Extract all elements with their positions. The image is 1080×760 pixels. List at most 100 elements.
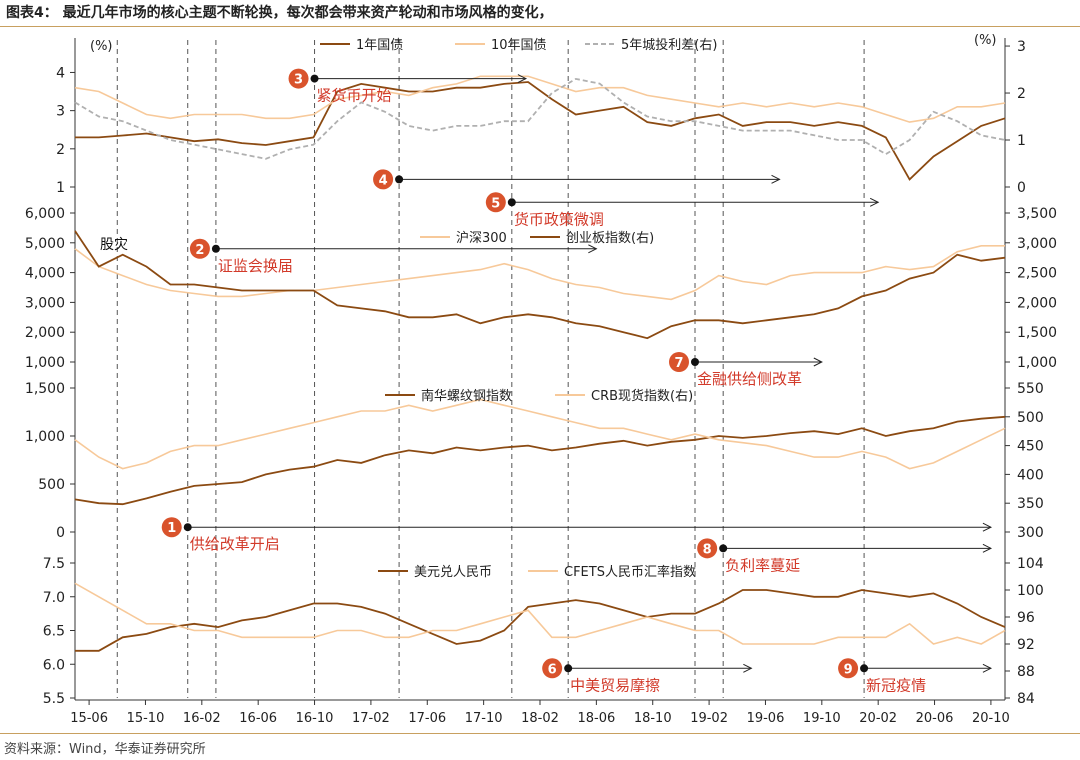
source-rule: [0, 733, 1080, 734]
series-line-2: [74, 582, 1006, 645]
x-tick-label: 20-06: [916, 711, 954, 726]
source-note: 资料来源：Wind，华泰证券研究所: [4, 742, 206, 757]
event-arrow-head: [982, 663, 993, 673]
x-tick-label: 15-06: [70, 711, 108, 726]
left-tick-label: 1,000: [25, 429, 65, 445]
left-tick-label: 5,000: [25, 236, 65, 252]
right-tick-label: 88: [1017, 664, 1035, 680]
right-tick-label: 92: [1017, 637, 1035, 653]
event-badge: [373, 169, 394, 190]
right-tick-label: 2,000: [1017, 295, 1057, 311]
right-tick-label: 550: [1017, 381, 1044, 397]
left-tick-label: 5.5: [43, 691, 65, 707]
right-tick-label: 96: [1017, 610, 1035, 626]
left-tick-label: 6.5: [43, 624, 65, 640]
event-label: 金融供给侧改革: [697, 370, 802, 388]
x-tick-label: 15-10: [127, 711, 165, 726]
event-number: 8: [703, 542, 712, 557]
event-dot: [211, 244, 220, 253]
series-line-2: [74, 398, 1006, 470]
series-line-2: [74, 230, 1006, 340]
legend-label: 南华螺纹钢指数: [421, 388, 512, 404]
event-number: 5: [491, 196, 500, 211]
title-rule: [0, 26, 1080, 27]
event-label: 负利率蔓延: [725, 556, 800, 574]
series-line-2: [74, 75, 1006, 123]
event-arrow-head: [982, 543, 993, 553]
figure-title: 图表4： 最近几年市场的核心主题不断轮换，每次都会带来资产轮动和市场风格的变化，: [6, 5, 553, 21]
x-tick-label: 16-10: [296, 711, 334, 726]
left-tick-label: 3,000: [25, 295, 65, 311]
right-tick-label: 350: [1017, 496, 1044, 512]
right-tick-label: 400: [1017, 467, 1044, 483]
right-tick-label: 0: [1017, 180, 1026, 196]
left-tick-label: 7.5: [43, 556, 65, 572]
event-dot: [691, 358, 699, 366]
x-tick-label: 17-06: [408, 711, 446, 726]
event-dot: [860, 664, 869, 673]
series-line-1: [75, 81, 1006, 181]
right-tick-label: 1,000: [1017, 355, 1057, 371]
right-tick-label: 450: [1017, 439, 1044, 455]
legend-label: CRB现货指数(右): [591, 388, 693, 404]
legend-label: 沪深300: [456, 230, 507, 246]
series-line-1: [74, 415, 1006, 506]
event-number: 3: [294, 73, 303, 88]
left-tick-label: 2: [56, 142, 65, 158]
right-tick-label: 3,500: [1017, 206, 1057, 222]
event-number: 1: [167, 521, 176, 536]
event-label: 紧货币开始: [317, 87, 392, 105]
event-number: 7: [674, 356, 683, 371]
event-arrow-head: [982, 522, 993, 532]
left-tick-label: 500: [38, 477, 65, 493]
event-arrow-head: [517, 74, 528, 84]
left-tick-label: 2,000: [25, 325, 65, 341]
right-tick-label: 104: [1017, 556, 1044, 572]
event-dot: [719, 544, 728, 553]
legend-label: 美元兑人民币: [414, 565, 492, 580]
x-tick-label: 17-10: [465, 711, 503, 726]
event-number: 2: [195, 243, 204, 258]
event-badge: [288, 68, 309, 89]
event-badge: [669, 352, 689, 372]
series-line-1: [74, 245, 1005, 301]
event-badge: [542, 658, 563, 679]
x-tick-label: 18-06: [577, 711, 615, 726]
event-label: 新冠疫情: [866, 676, 926, 694]
event-dot: [507, 198, 516, 207]
event-badge: [485, 192, 506, 213]
left-unit-label: (%): [90, 39, 113, 54]
left-tick-label: 3: [56, 104, 65, 120]
left-tick-label: 4: [56, 65, 65, 81]
left-tick-label: 7.0: [43, 590, 65, 606]
legend-label: 创业板指数(右): [566, 231, 654, 246]
x-tick-label: 19-02: [690, 711, 728, 726]
right-tick-label: 2,500: [1017, 266, 1057, 282]
event-label: 中美贸易摩擦: [570, 676, 660, 694]
legend-label: 1年国债: [356, 38, 403, 53]
x-tick-label: 16-06: [239, 711, 277, 726]
event-arrow-head: [588, 244, 598, 254]
left-tick-label: 1,500: [25, 381, 65, 397]
left-tick-label: 6,000: [25, 206, 65, 222]
x-tick-label: 19-10: [803, 711, 841, 726]
x-tick-label: 18-02: [521, 711, 559, 726]
crash-annotation: 股灾: [100, 236, 128, 253]
event-number: 4: [379, 173, 388, 188]
left-tick-label: 1,000: [25, 355, 65, 371]
right-tick-label: 100: [1017, 583, 1044, 599]
right-tick-label: 3: [1017, 39, 1026, 55]
event-arrow-head: [869, 197, 880, 207]
x-tick-label: 17-02: [352, 711, 390, 726]
legend-label: 5年城投利差(右): [621, 37, 717, 53]
event-dot: [395, 175, 404, 184]
event-dot: [310, 74, 319, 83]
x-tick-label: 19-06: [747, 711, 785, 726]
right-tick-label: 84: [1017, 691, 1035, 707]
event-arrow-head: [771, 174, 781, 184]
x-tick-label: 18-10: [634, 711, 672, 726]
event-badge: [189, 238, 210, 259]
event-badge: [838, 658, 859, 679]
event-badge: [697, 538, 718, 559]
